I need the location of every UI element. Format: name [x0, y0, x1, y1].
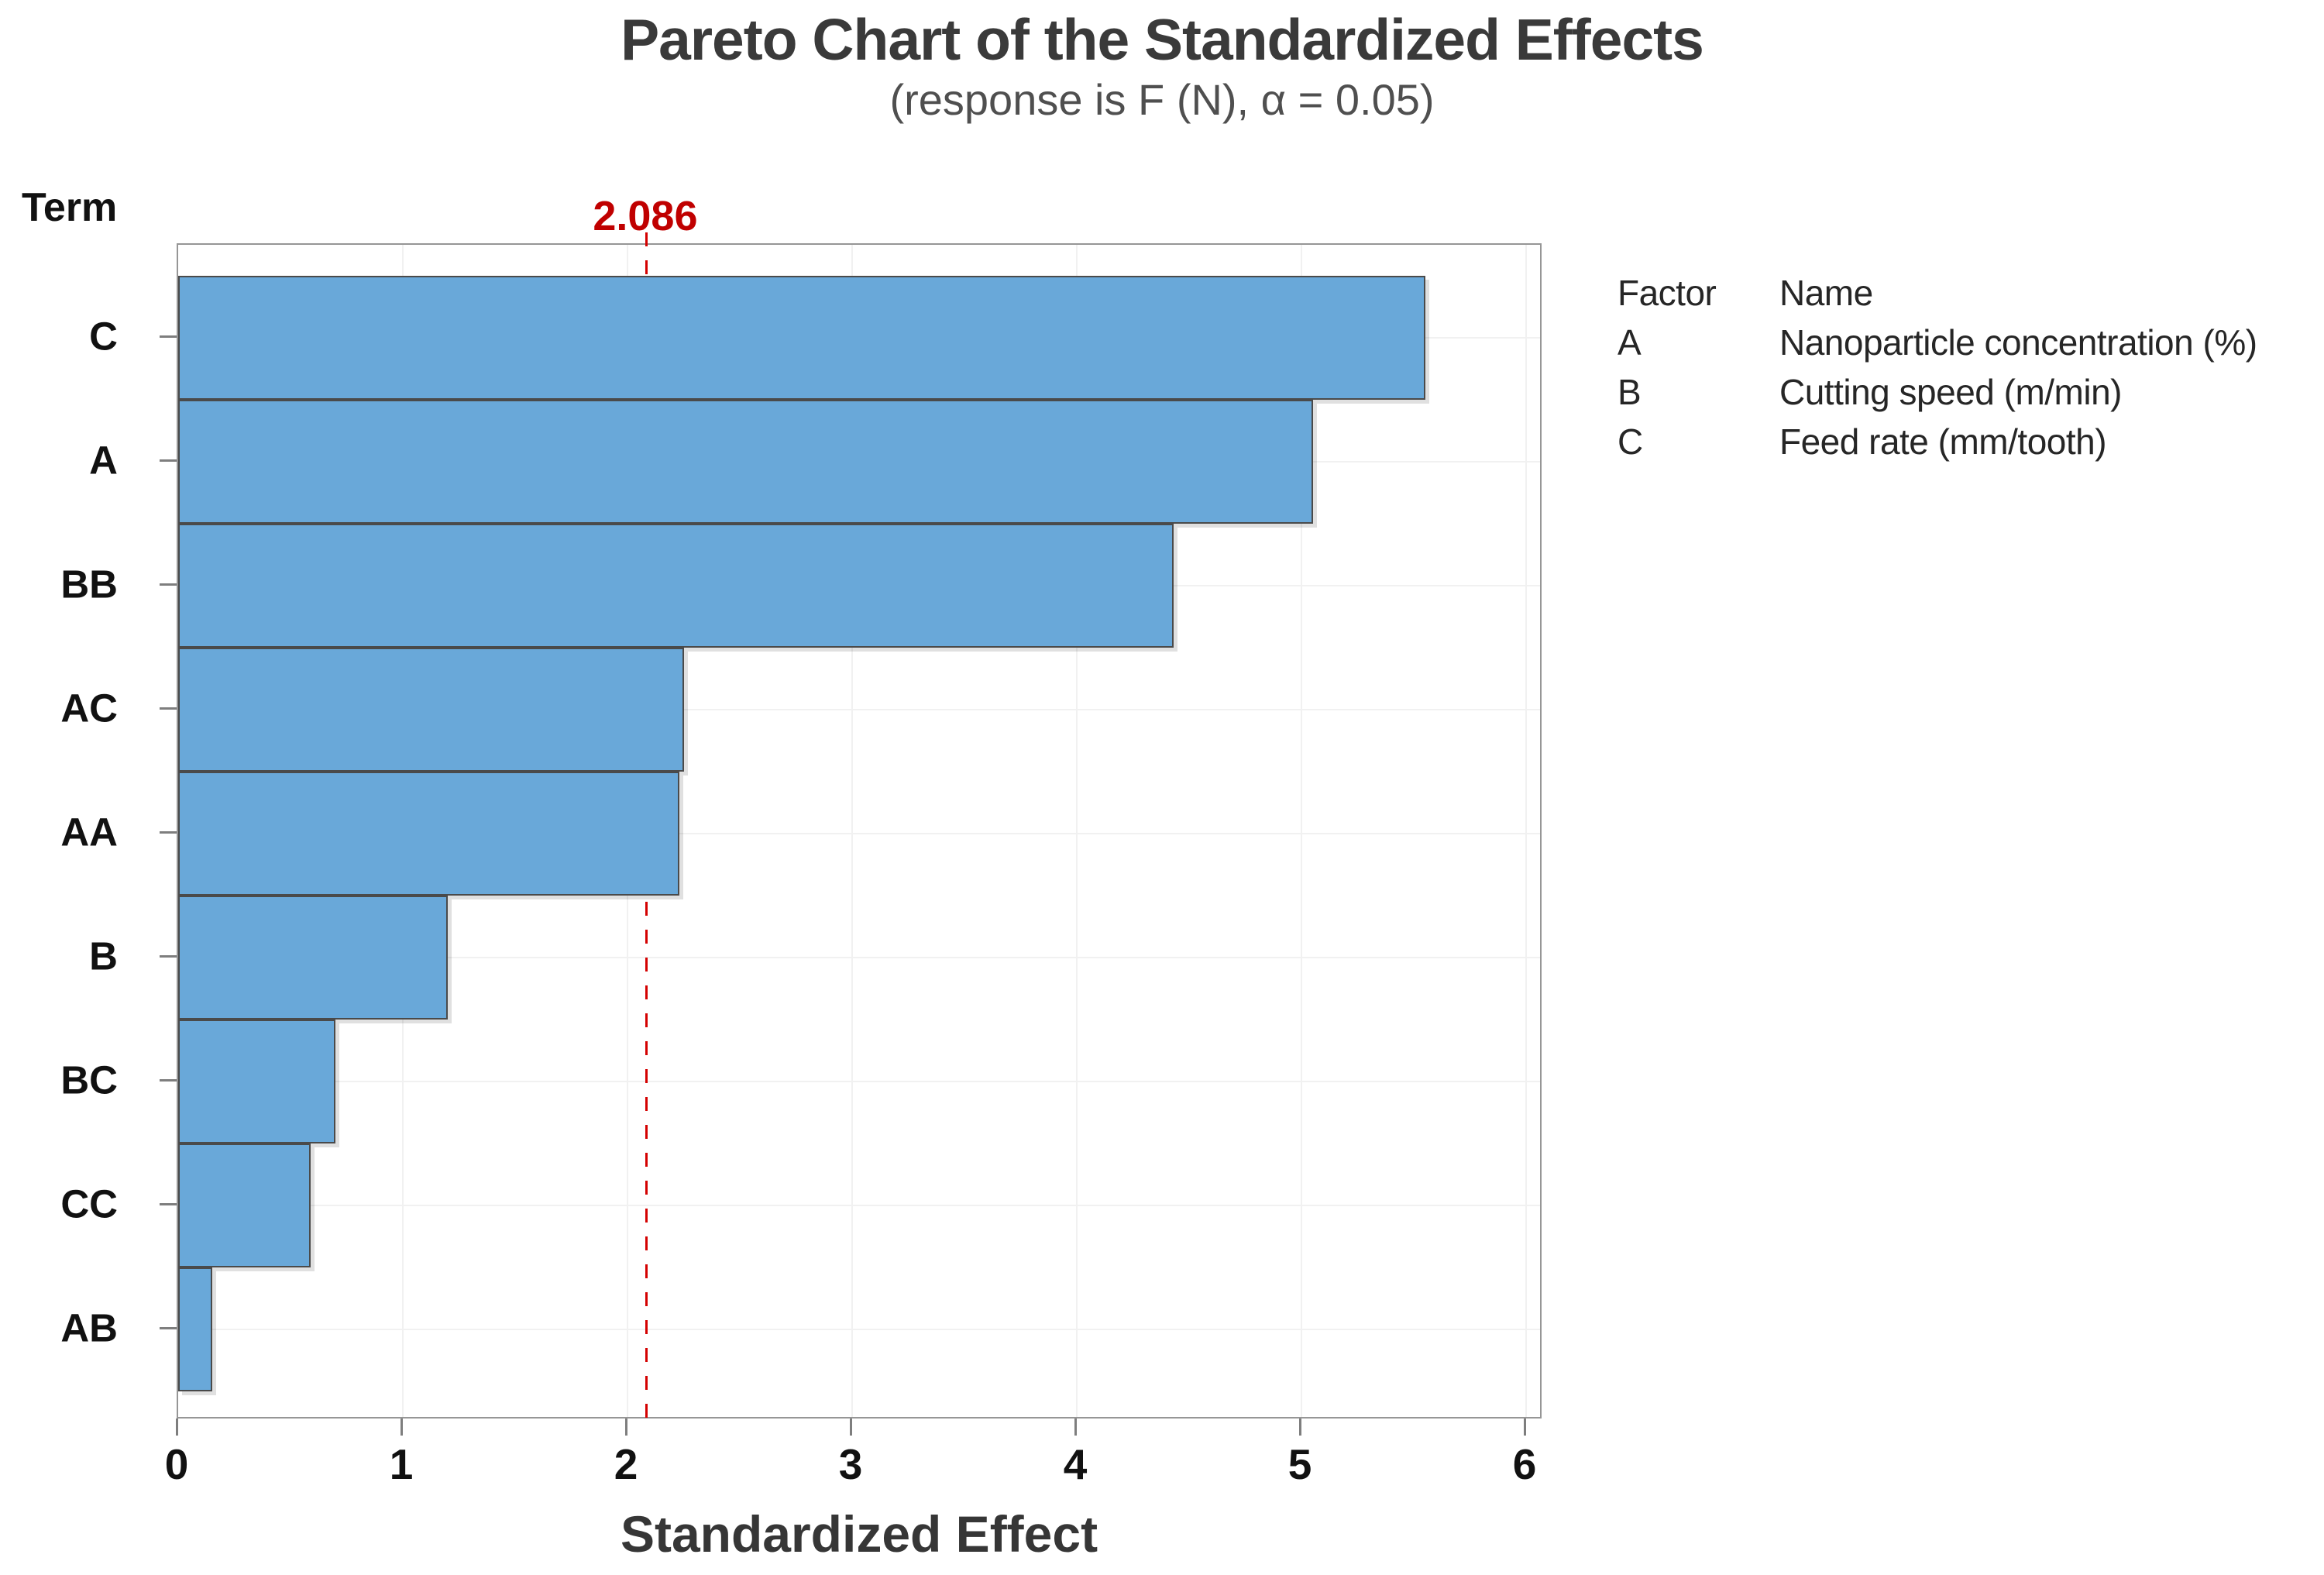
horizontal-gridline: [178, 957, 1540, 958]
y-tick-label-bb: BB: [60, 562, 118, 607]
y-tick-mark: [160, 830, 177, 834]
x-tick-label-3: 3: [838, 1440, 863, 1488]
x-tick-mark: [1523, 1419, 1526, 1436]
chart-title: Pareto Chart of the Standardized Effects: [621, 7, 1704, 72]
legend-factor-name: Nanoparticle concentration (%): [1779, 322, 2257, 363]
vertical-gridline: [1076, 245, 1078, 1417]
bar-aa: [178, 772, 679, 896]
bar-ac: [178, 648, 684, 772]
bar-a: [178, 400, 1313, 524]
bar-bb: [178, 524, 1174, 648]
vertical-gridline: [1525, 245, 1527, 1417]
bar-bc: [178, 1020, 335, 1143]
y-tick-mark: [160, 583, 177, 586]
y-axis-title: Term: [22, 185, 118, 230]
x-tick-label-2: 2: [614, 1440, 638, 1488]
bar-b: [178, 896, 448, 1020]
legend-factor-letter: C: [1618, 421, 1643, 462]
y-tick-mark: [160, 1202, 177, 1205]
x-tick-label-5: 5: [1287, 1440, 1312, 1488]
x-tick-label-0: 0: [164, 1440, 189, 1488]
legend-factor-letter: B: [1618, 372, 1642, 412]
y-tick-label-a: A: [89, 438, 118, 483]
x-tick-label-1: 1: [389, 1440, 414, 1488]
legend-row-c: C Feed rate (mm/tooth): [1618, 417, 2257, 466]
x-tick-label-6: 6: [1512, 1440, 1537, 1488]
y-tick-label-ac: AC: [60, 686, 118, 731]
y-tick-mark: [160, 707, 177, 710]
legend-factor-name: Feed rate (mm/tooth): [1779, 421, 2107, 462]
x-tick-mark: [624, 1419, 627, 1436]
factor-legend: Factor Name A Nanoparticle concentration …: [1618, 268, 2257, 466]
y-tick-label-b: B: [89, 934, 118, 978]
legend-header-factor: Factor: [1618, 273, 1717, 313]
vertical-gridline: [1301, 245, 1302, 1417]
horizontal-gridline: [178, 709, 1540, 710]
x-tick-mark: [849, 1419, 852, 1436]
bar-ab: [178, 1267, 212, 1391]
legend-header-name: Name: [1779, 273, 1873, 313]
y-tick-mark: [160, 459, 177, 462]
legend-factor-name: Cutting speed (m/min): [1779, 372, 2122, 412]
y-tick-mark: [160, 1078, 177, 1082]
x-tick-label-4: 4: [1063, 1440, 1088, 1488]
horizontal-gridline: [178, 1205, 1540, 1206]
y-tick-label-ab: AB: [60, 1305, 118, 1350]
legend-factor-letter: A: [1618, 322, 1642, 363]
horizontal-gridline: [178, 1329, 1540, 1330]
x-tick-mark: [1298, 1419, 1301, 1436]
horizontal-gridline: [178, 1081, 1540, 1082]
y-tick-label-aa: AA: [60, 810, 118, 855]
plot-area: [177, 232, 1542, 1420]
chart-subtitle: (response is F (N), α = 0.05): [889, 75, 1435, 124]
x-axis-title: Standardized Effect: [620, 1505, 1098, 1563]
legend-row-b: B Cutting speed (m/min): [1618, 367, 2257, 417]
y-tick-mark: [160, 1326, 177, 1329]
y-tick-mark: [160, 954, 177, 958]
reference-line-label: 2.086: [593, 193, 698, 239]
bar-c: [178, 276, 1425, 400]
y-tick-label-bc: BC: [60, 1057, 118, 1102]
x-tick-mark: [175, 1419, 178, 1436]
legend-row-a: A Nanoparticle concentration (%): [1618, 318, 2257, 367]
y-tick-label-cc: CC: [60, 1181, 118, 1226]
horizontal-gridline: [178, 833, 1540, 834]
x-tick-mark: [1074, 1419, 1077, 1436]
y-tick-label-c: C: [89, 314, 118, 359]
vertical-gridline: [851, 245, 853, 1417]
y-tick-mark: [160, 335, 177, 338]
legend-header-row: Factor Name: [1618, 268, 2257, 318]
bar-cc: [178, 1143, 311, 1267]
x-tick-mark: [400, 1419, 403, 1436]
